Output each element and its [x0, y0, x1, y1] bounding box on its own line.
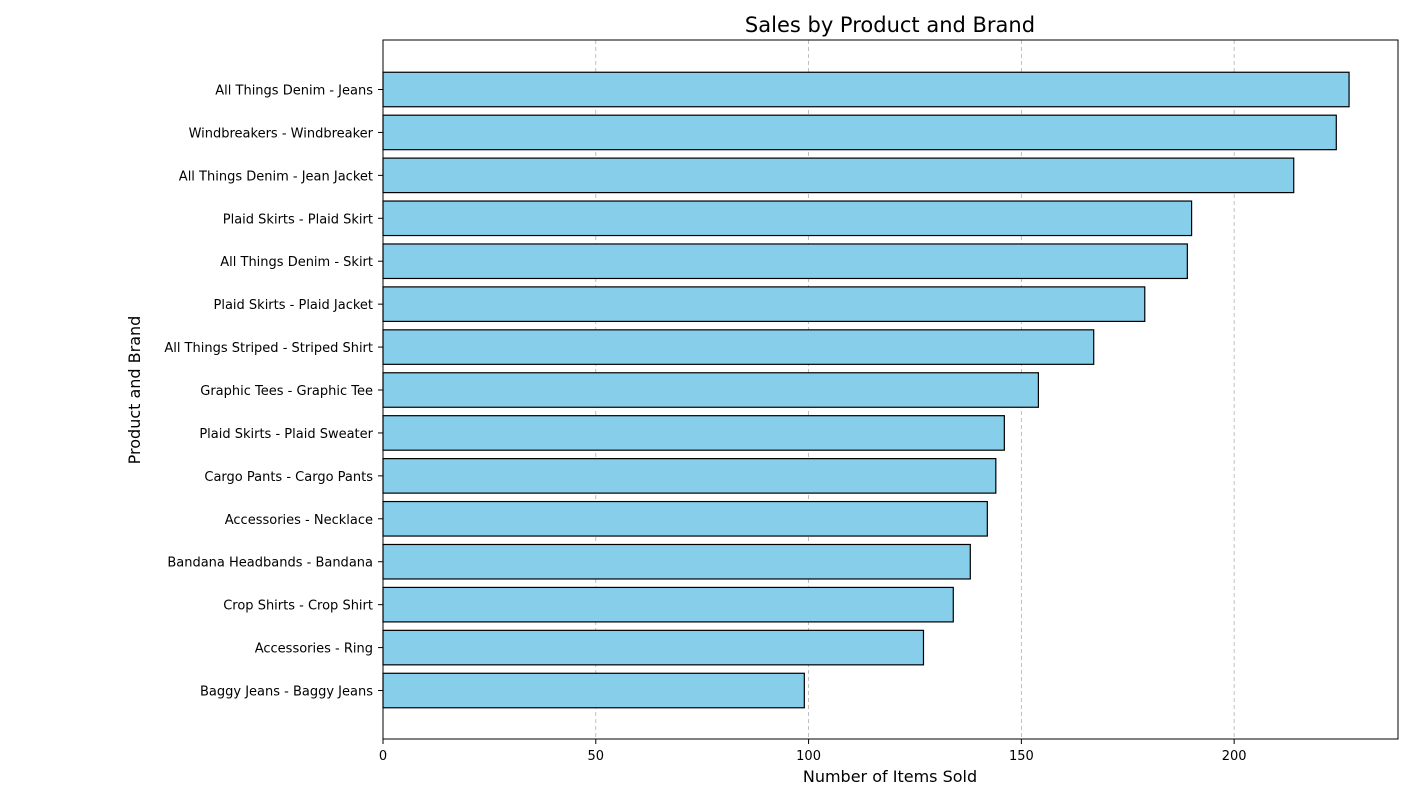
- plot-frame: [382, 39, 1399, 740]
- chart-title: Sales by Product and Brand: [745, 13, 1035, 37]
- y-tick-label: Graphic Tees - Graphic Tee: [200, 384, 373, 399]
- y-tick-label: Cargo Pants - Cargo Pants: [204, 470, 373, 485]
- x-tick-label: 200: [1222, 749, 1247, 764]
- y-tick-label: Bandana Headbands - Bandana: [167, 556, 373, 571]
- bar: [382, 329, 1095, 365]
- bar: [382, 415, 1005, 451]
- x-tick-label: 0: [379, 749, 387, 764]
- x-tick-label: 100: [796, 749, 821, 764]
- bar: [382, 458, 997, 494]
- bar: [382, 71, 1350, 108]
- y-tick-label: All Things Denim - Jeans: [215, 84, 373, 99]
- y-tick-label: Baggy Jeans - Baggy Jeans: [200, 685, 373, 700]
- y-tick-label: Accessories - Necklace: [225, 513, 373, 528]
- x-tick-label: 50: [588, 749, 605, 764]
- y-tick-label: Windbreakers - Windbreaker: [189, 126, 374, 141]
- bar: [382, 500, 988, 537]
- y-tick-label: Crop Shirts - Crop Shirt: [223, 599, 373, 614]
- y-tick-label: All Things Denim - Skirt: [220, 255, 373, 270]
- bar: [382, 286, 1146, 322]
- bar: [382, 543, 971, 580]
- y-tick-label: Plaid Skirts - Plaid Jacket: [214, 298, 374, 313]
- bar: [382, 243, 1188, 280]
- y-tick-label: All Things Denim - Jean Jacket: [179, 169, 373, 184]
- x-tick-labels: 0 50 100 150 200: [379, 739, 1247, 764]
- bar: [382, 372, 1039, 408]
- bar: [382, 157, 1295, 194]
- y-tick-label: Plaid Skirts - Plaid Sweater: [199, 427, 373, 442]
- bar: [382, 114, 1337, 151]
- y-tick-label: All Things Striped - Striped Shirt: [164, 341, 373, 356]
- bar: [382, 586, 954, 623]
- y-tick-label: Plaid Skirts - Plaid Skirt: [223, 212, 373, 227]
- y-tick-labels: All Things Denim - Jeans Windbreakers - W…: [164, 84, 383, 700]
- bar: [382, 672, 805, 709]
- y-tick-label: Accessories - Ring: [255, 642, 373, 657]
- bars: [382, 71, 1350, 709]
- x-tick-label: 150: [1009, 749, 1034, 764]
- bar: [382, 629, 925, 666]
- x-axis-label: Number of Items Sold: [803, 767, 977, 786]
- y-axis-label: Product and Brand: [125, 316, 144, 465]
- bar: [382, 200, 1193, 237]
